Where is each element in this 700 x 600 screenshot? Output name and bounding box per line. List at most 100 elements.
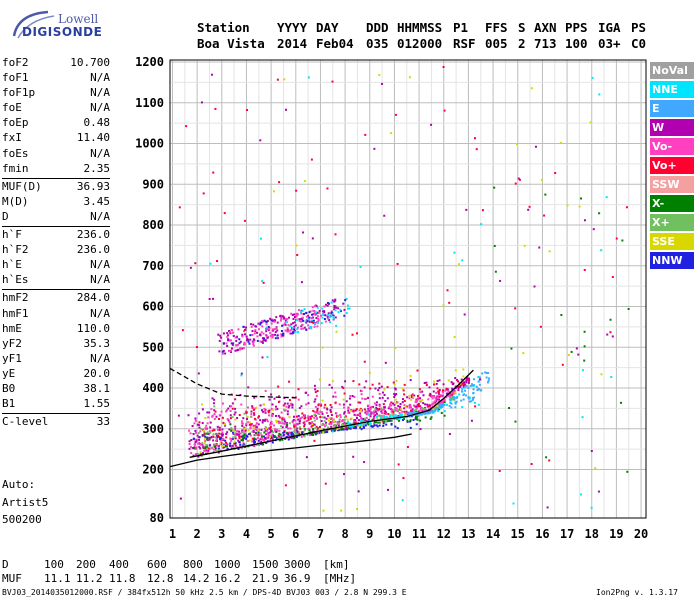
legend: NoVal NNE E W Vo- Vo+ SSW X- X+ SSE NNW <box>650 62 694 271</box>
echo-point <box>419 391 422 394</box>
echo-point <box>283 317 286 320</box>
echo-point <box>216 448 219 451</box>
echo-point <box>332 317 335 320</box>
echo-point <box>227 349 230 352</box>
echo-point <box>293 321 296 324</box>
echo-point <box>367 423 370 426</box>
echo-point <box>231 444 234 447</box>
echo-point <box>247 386 250 389</box>
echo-point <box>388 419 391 422</box>
echo-point <box>197 455 200 458</box>
echo-point <box>296 331 299 334</box>
echo-point <box>305 318 308 321</box>
echo-point <box>212 443 215 446</box>
echo-point <box>203 432 206 435</box>
echo-point <box>420 406 423 409</box>
echo-point <box>456 386 459 389</box>
echo-point <box>416 411 419 414</box>
echo-point <box>310 327 313 330</box>
profile-solid-curve <box>169 433 412 468</box>
echo-point <box>243 436 246 439</box>
echo-point <box>222 349 225 352</box>
echo-point <box>394 346 397 349</box>
echo-point <box>204 416 207 419</box>
echo-point <box>295 189 298 192</box>
echo-point <box>428 394 431 397</box>
echo-point <box>313 419 316 422</box>
echo-point <box>393 395 396 398</box>
echo-point <box>320 419 323 422</box>
echo-point <box>448 398 451 401</box>
echo-point <box>308 327 311 330</box>
echo-point <box>375 404 378 407</box>
echo-point <box>378 386 381 389</box>
echo-point <box>328 316 331 319</box>
echo-point <box>317 317 320 320</box>
echo-point <box>435 382 438 385</box>
echo-point <box>431 397 434 400</box>
echo-point <box>302 319 305 322</box>
trace-fit-curve <box>189 369 474 458</box>
echo-point <box>326 430 329 433</box>
x-tick-labels: 1 2 3 4 5 6 7 8 9 10 11 12 13 14 15 16 17 18 19 20 <box>169 527 648 541</box>
echo-point <box>330 406 333 409</box>
echo-point <box>289 332 292 335</box>
echo-point <box>216 260 219 263</box>
echo-point <box>327 302 330 305</box>
echo-point <box>323 406 326 409</box>
echo-point <box>428 411 431 414</box>
echo-point <box>472 397 475 400</box>
param-row-hme: hmE 110.0 <box>2 322 110 337</box>
param-value: 38.1 <box>83 381 111 395</box>
echo-point <box>406 396 409 399</box>
echo-point <box>220 442 223 445</box>
echo-point <box>486 381 489 384</box>
echo-point <box>229 423 232 426</box>
echo-point <box>287 438 290 441</box>
echo-point <box>307 318 310 321</box>
echo-point <box>270 422 273 425</box>
echo-point <box>448 394 451 397</box>
echo-point <box>296 328 299 331</box>
echo-point <box>224 352 227 355</box>
echo-point <box>216 439 219 442</box>
echo-point <box>431 402 434 405</box>
echo-point <box>295 415 298 418</box>
echo-point <box>258 444 261 447</box>
echo-point <box>315 417 318 420</box>
echo-point <box>228 330 231 333</box>
echo-point <box>271 413 274 416</box>
echo-point <box>261 435 264 438</box>
echo-point <box>460 382 463 385</box>
echo-point <box>330 386 333 389</box>
echo-point <box>313 423 316 426</box>
echo-point <box>330 422 333 425</box>
header-cell: P1 <box>453 20 469 35</box>
echo-point <box>329 409 332 412</box>
echo-point <box>376 425 379 428</box>
echo-point <box>286 318 289 321</box>
echo-point <box>334 420 337 423</box>
echo-point <box>378 403 381 406</box>
echo-point <box>512 502 515 505</box>
echo-point <box>267 410 270 413</box>
echo-point <box>355 414 358 417</box>
echo-point <box>439 394 442 397</box>
echo-point <box>303 425 306 428</box>
echo-point <box>243 330 246 333</box>
echo-point <box>369 422 372 425</box>
separator-line <box>2 413 110 415</box>
echo-point <box>222 438 225 441</box>
echo-point <box>345 312 348 315</box>
echo-point <box>226 443 229 446</box>
echo-point <box>394 414 397 417</box>
echo-point <box>434 400 437 403</box>
echo-point <box>428 410 431 413</box>
echo-point <box>462 398 465 401</box>
echo-point <box>259 340 262 343</box>
echo-point <box>395 379 398 382</box>
y-tick-label: 700 <box>142 259 164 273</box>
echo-point <box>279 425 282 428</box>
echo-point <box>358 425 361 428</box>
echo-point <box>238 430 241 433</box>
